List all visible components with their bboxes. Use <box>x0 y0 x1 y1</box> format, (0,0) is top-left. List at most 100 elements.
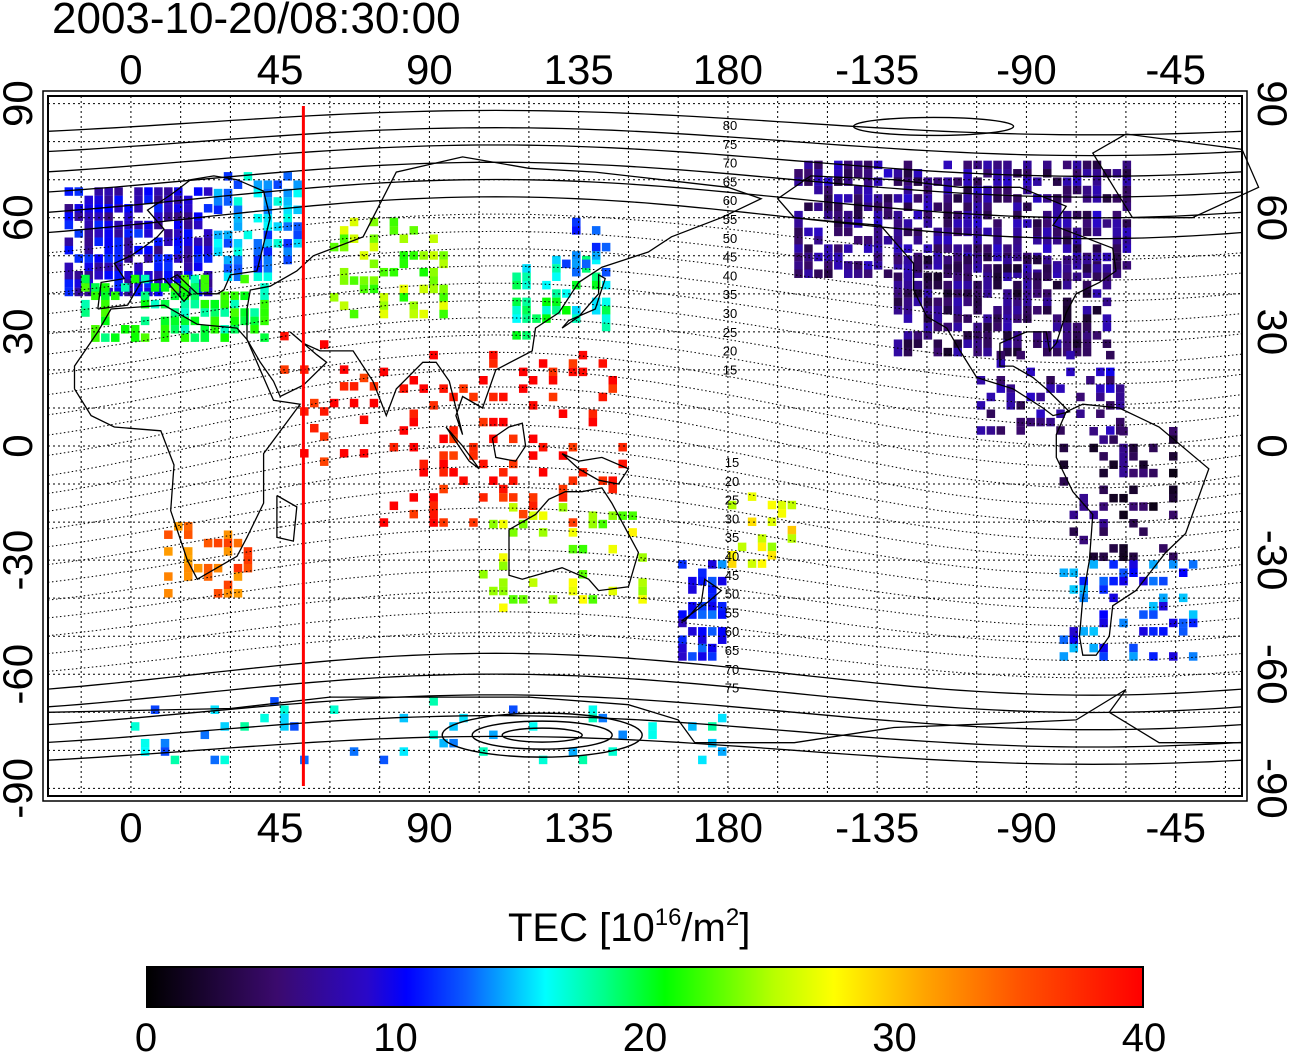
tec-cell <box>220 291 229 301</box>
bottom-lon-label: 90 <box>406 804 453 851</box>
tec-cell <box>1139 627 1148 636</box>
colorbar-tick-label: 0 <box>134 1016 158 1060</box>
tec-cell <box>834 219 843 228</box>
tec-cell <box>628 511 637 520</box>
tec-cell <box>1043 347 1052 357</box>
tec-cell <box>717 601 727 611</box>
tec-cell <box>953 194 962 203</box>
tec-cell <box>429 401 438 410</box>
tec-cell <box>747 517 757 527</box>
tec-cell <box>581 264 591 273</box>
tec-cell <box>608 484 618 494</box>
tec-cell <box>883 210 893 220</box>
tec-cell <box>220 333 229 342</box>
tec-cell <box>844 227 853 237</box>
tec-cell <box>1072 272 1082 282</box>
tec-cell <box>1092 306 1102 315</box>
tec-cell <box>1003 322 1012 332</box>
tec-cell <box>893 244 903 253</box>
tec-cell <box>154 245 163 255</box>
tec-cell <box>1092 264 1102 273</box>
tec-cell <box>1096 367 1105 377</box>
tec-cell <box>976 426 986 435</box>
tec-cell <box>409 509 419 519</box>
coastline <box>47 688 1242 744</box>
tec-cell <box>1033 194 1042 203</box>
tec-cell <box>608 586 618 596</box>
tec-cell <box>1082 339 1092 348</box>
tec-cell <box>1052 347 1062 357</box>
tec-cell <box>844 210 853 220</box>
tec-cell <box>1013 269 1022 278</box>
tec-cell <box>923 322 933 332</box>
tec-cell <box>150 283 160 292</box>
tec-cell <box>943 297 952 307</box>
tec-cell <box>903 339 913 348</box>
tec-cell <box>638 595 647 604</box>
tec-cell <box>953 297 962 307</box>
tec-cell <box>814 269 823 278</box>
tec-cell <box>1092 244 1102 253</box>
tec-cell <box>1082 185 1092 195</box>
tec-cell <box>1043 306 1052 315</box>
tec-cell <box>1169 468 1178 478</box>
tec-cell <box>449 451 458 460</box>
tec-cell <box>824 194 833 203</box>
tec-cell <box>1169 618 1178 628</box>
tec-cell <box>1069 510 1079 520</box>
tec-cell <box>74 254 84 263</box>
tec-cell <box>1013 236 1022 245</box>
tec-cell <box>293 239 302 248</box>
tec-cell <box>688 652 697 661</box>
tec-cell <box>933 314 943 323</box>
mag-lat-contour <box>47 178 1243 219</box>
tec-cell <box>1033 236 1042 245</box>
tec-cell <box>903 272 913 282</box>
tec-cell <box>996 359 1006 368</box>
tec-cell <box>1033 177 1042 186</box>
tec-cell <box>101 316 110 326</box>
tec-cell <box>124 271 133 280</box>
tec-cell <box>973 177 982 186</box>
tec-cell <box>767 517 777 527</box>
tec-cell <box>114 279 123 288</box>
coastline <box>1055 403 1210 656</box>
tec-cell <box>1016 417 1025 427</box>
tec-cell <box>558 451 568 460</box>
tec-cell <box>1069 585 1079 594</box>
tec-cell <box>1115 384 1125 393</box>
tec-cell <box>1082 269 1092 278</box>
tec-cell <box>804 169 813 178</box>
tec-cell <box>1023 202 1032 212</box>
tec-cell <box>1062 227 1072 237</box>
tec-cell <box>180 316 190 326</box>
tec-cell <box>280 705 289 714</box>
tec-region-13 <box>893 255 1112 357</box>
tec-cell <box>1149 502 1158 511</box>
tec-cell <box>250 325 259 334</box>
tec-cell <box>439 384 448 393</box>
tec-cell <box>74 187 84 196</box>
tec-cell <box>180 274 190 284</box>
tec-cell <box>263 247 273 256</box>
tec-cell <box>160 299 170 309</box>
bottom-lon-label: 45 <box>257 804 304 851</box>
tec-cell <box>1052 194 1062 203</box>
tec-cell <box>983 227 992 237</box>
tec-cell <box>804 202 813 212</box>
tec-cell <box>104 245 113 255</box>
tec-cell <box>1013 244 1022 253</box>
tec-cell <box>853 236 863 245</box>
tec-cell <box>203 287 213 297</box>
tec-cell <box>200 283 210 292</box>
tec-cell <box>329 293 339 302</box>
tec-cell <box>419 284 428 294</box>
tec-cell <box>1122 202 1132 212</box>
tec-cell <box>230 299 239 309</box>
tec-cell <box>170 291 180 301</box>
tec-cell <box>280 722 289 731</box>
tec-cell <box>824 252 833 262</box>
tec-cell <box>489 350 498 360</box>
tec-cell <box>963 272 972 282</box>
tec-cell <box>976 376 986 385</box>
